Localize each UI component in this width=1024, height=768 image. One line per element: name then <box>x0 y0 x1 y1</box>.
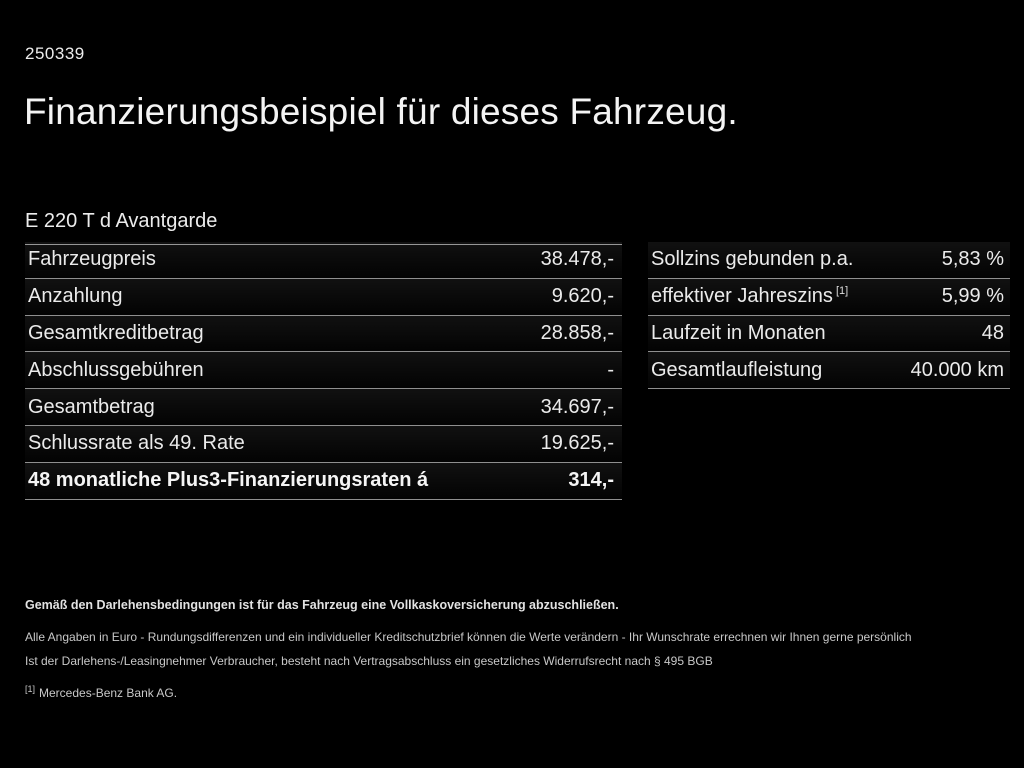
table-row: Gesamtkreditbetrag 28.858,- <box>25 315 622 353</box>
page-title: Finanzierungsbeispiel für dieses Fahrzeu… <box>24 91 738 132</box>
vehicle-name: E 220 T d Avantgarde <box>25 210 622 245</box>
table-row: Abschlussgebühren - <box>25 352 622 390</box>
row-label: Gesamtkreditbetrag <box>28 321 204 344</box>
fineprint-block: Gemäß den Darlehensbedingungen ist für d… <box>25 598 1003 700</box>
fineprint-disclaimer-line2: Ist der Darlehens-/Leasingnehmer Verbrau… <box>25 654 713 668</box>
row-value: 5,83 % <box>941 248 1004 271</box>
table-row: Fahrzeugpreis 38.478,- <box>25 242 622 279</box>
row-label: Abschlussgebühren <box>28 358 204 381</box>
row-label: effektiver Jahreszins [1] <box>651 284 849 308</box>
row-value: 48 <box>981 321 1004 344</box>
footnote-text: Mercedes-Benz Bank AG. <box>39 686 178 700</box>
table-row: Gesamtlaufleistung 40.000 km <box>648 352 1010 390</box>
row-label: Laufzeit in Monaten <box>651 321 826 344</box>
row-label: Schlussrate als 49. Rate <box>28 432 245 455</box>
offer-id: 250339 <box>25 44 85 63</box>
row-value: 38.478,- <box>540 248 614 271</box>
row-label: Sollzins gebunden p.a. <box>651 248 854 271</box>
fineprint-insurance-note: Gemäß den Darlehensbedingungen ist für d… <box>25 598 619 612</box>
footnote-marker: [1] <box>25 684 36 694</box>
row-label: Gesamtlaufleistung <box>651 358 823 381</box>
row-value: 19.625,- <box>540 432 614 455</box>
row-label: 48 monatliche Plus3-Finanzierungsraten á <box>28 469 429 492</box>
fineprint-footnote: [1] Mercedes-Benz Bank AG. <box>25 684 1003 700</box>
fineprint-disclaimer-line1: Alle Angaben in Euro - Rundungsdifferenz… <box>25 630 912 644</box>
row-value: 314,- <box>568 469 614 492</box>
row-label: Gesamtbetrag <box>28 395 155 418</box>
table-row: 48 monatliche Plus3-Finanzierungsraten á… <box>25 462 622 500</box>
financing-details-table: Fahrzeugpreis 38.478,- Anzahlung 9.620,- Ges… <box>25 242 622 500</box>
interest-terms-table: Sollzins gebunden p.a. 5,83 % effektiver J… <box>648 242 1010 390</box>
row-label: Fahrzeugpreis <box>28 248 156 271</box>
row-label: Anzahlung <box>28 285 123 308</box>
table-row: Schlussrate als 49. Rate 19.625,- <box>25 425 622 463</box>
table-row: Sollzins gebunden p.a. 5,83 % <box>648 242 1010 279</box>
row-value: 5,99 % <box>941 285 1004 308</box>
table-row: Laufzeit in Monaten 48 <box>648 315 1010 353</box>
row-value: - <box>607 358 614 381</box>
row-value: 9.620,- <box>551 285 614 308</box>
table-row: Anzahlung 9.620,- <box>25 278 622 316</box>
footnote-reference-icon: [1] <box>835 284 849 297</box>
table-row: effektiver Jahreszins [1] 5,99 % <box>648 278 1010 316</box>
row-value: 28.858,- <box>540 321 614 344</box>
row-value: 34.697,- <box>540 395 614 418</box>
table-row: Gesamtbetrag 34.697,- <box>25 389 622 426</box>
row-value: 40.000 km <box>910 358 1004 381</box>
